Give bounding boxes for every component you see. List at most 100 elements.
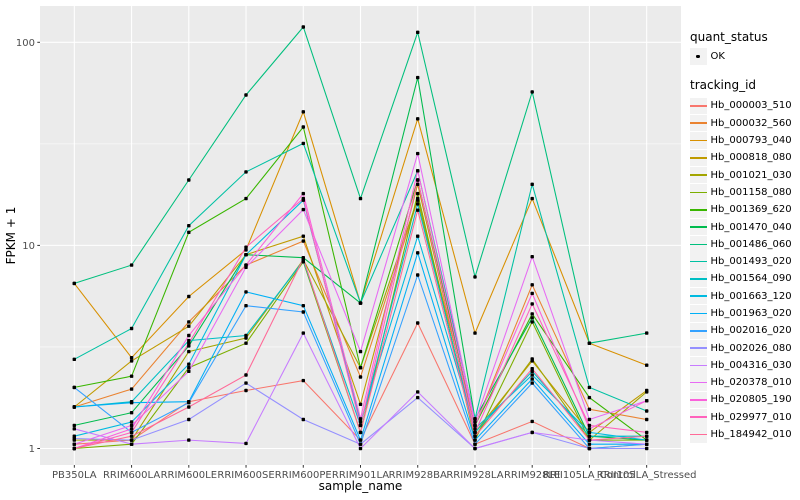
- data-point: [587, 427, 592, 431]
- legend-label-tracking: Hb_000818_080: [710, 152, 792, 164]
- legend-item-tracking: Hb_001493_020: [690, 253, 800, 270]
- axis-ticks: 1 10 100 PB350LA RRIM600LA RRIM600LE RRIM600SE…: [16, 38, 697, 481]
- line-swatch-icon: [690, 399, 707, 401]
- y-tick-label: 100: [16, 38, 35, 49]
- data-point: [416, 169, 420, 173]
- legend-item-quant-ok: OK: [690, 48, 800, 65]
- data-point: [129, 423, 134, 428]
- data-point: [645, 363, 649, 367]
- data-point: [244, 388, 248, 393]
- data-point: [244, 333, 248, 338]
- x-tick-label: RRIM600LE: [161, 470, 217, 481]
- data-point: [530, 291, 534, 296]
- data-point: [416, 117, 420, 121]
- legend-item-tracking: Hb_002016_020: [690, 322, 800, 340]
- data-point: [129, 442, 134, 446]
- data-point: [530, 381, 534, 385]
- line-swatch-icon: [690, 416, 707, 419]
- data-point: [187, 362, 191, 366]
- data-point: [645, 442, 649, 446]
- line-swatch-icon: [690, 157, 707, 159]
- legend-key-line: [690, 218, 707, 236]
- tracking-id-legend-list: Hb_000003_510 Hb_000032_560 Hb_000793_04…: [690, 97, 800, 443]
- legend-item-tracking: Hb_001486_060: [690, 236, 800, 253]
- legend-label-tracking: Hb_001963_020: [710, 308, 792, 319]
- data-point: [187, 333, 191, 338]
- data-point: [129, 263, 134, 267]
- data-point: [416, 182, 420, 186]
- data-point: [416, 196, 420, 201]
- legend-title-tracking-id: tracking_id: [690, 78, 757, 93]
- data-point: [645, 331, 649, 335]
- data-point: [416, 202, 420, 206]
- line-swatch-icon: [690, 433, 707, 436]
- data-point: [187, 338, 191, 343]
- legend-key-line: [690, 132, 707, 149]
- data-point: [301, 234, 305, 238]
- data-point: [530, 357, 534, 361]
- data-point: [358, 366, 363, 370]
- x-tick-label: RRIM928LA: [446, 470, 503, 481]
- data-point: [129, 326, 134, 331]
- data-point: [129, 387, 134, 391]
- data-point: [530, 196, 534, 201]
- legend-label-tracking: Hb_029977_010: [710, 411, 792, 423]
- data-point: [72, 423, 76, 428]
- data-point: [187, 230, 191, 234]
- legend-label-tracking: Hb_020378_010: [710, 377, 792, 389]
- data-point: [473, 417, 477, 421]
- data-point: [244, 245, 248, 249]
- data-point: [358, 417, 363, 421]
- data-point: [129, 438, 134, 442]
- data-point: [72, 427, 76, 431]
- data-point: [187, 324, 191, 328]
- data-point: [187, 417, 191, 422]
- data-point: [187, 369, 191, 373]
- legend-key-line: [690, 339, 707, 357]
- legend-key-line: [690, 253, 707, 270]
- legend-label-tracking: Hb_002026_080: [710, 342, 792, 354]
- data-point: [473, 430, 477, 435]
- data-point: [530, 302, 534, 306]
- data-point: [530, 320, 534, 324]
- data-point: [129, 420, 134, 424]
- data-point: [72, 446, 76, 451]
- data-point: [530, 316, 534, 320]
- data-point: [530, 430, 534, 435]
- data-point: [587, 446, 592, 451]
- legend-key-line: [690, 287, 707, 305]
- line-swatch-icon: [690, 347, 707, 349]
- data-point: [358, 438, 363, 442]
- x-tick-label: RRIM928LE: [504, 470, 560, 481]
- data-point: [187, 405, 191, 409]
- legend-key-line: [690, 97, 707, 115]
- data-point: [645, 417, 649, 422]
- legend-key-line: [690, 391, 707, 409]
- line-swatch-icon: [690, 278, 707, 280]
- line-swatch-icon: [690, 243, 707, 246]
- data-point: [530, 283, 534, 287]
- point-marker-icon: [696, 54, 701, 59]
- y-axis-title: FPKM + 1: [4, 207, 18, 265]
- x-axis-title: sample_name: [319, 479, 403, 493]
- data-point: [301, 125, 305, 129]
- data-point: [416, 251, 420, 255]
- data-point: [301, 196, 305, 201]
- data-point: [358, 196, 363, 201]
- legend-key-line: [690, 357, 707, 374]
- legend-key-line: [690, 270, 707, 288]
- data-point: [301, 257, 305, 261]
- legend-key-line: [690, 149, 707, 167]
- data-point: [129, 434, 134, 438]
- data-point: [530, 369, 534, 373]
- legend-label-tracking: Hb_001493_020: [710, 256, 792, 268]
- data-point: [473, 420, 477, 424]
- data-points: [72, 25, 649, 451]
- data-point: [301, 378, 305, 383]
- data-point: [473, 275, 477, 279]
- legend-item-tracking: Hb_001158_080: [690, 184, 800, 201]
- data-point: [645, 399, 649, 403]
- data-point: [72, 281, 76, 286]
- data-point: [244, 263, 248, 267]
